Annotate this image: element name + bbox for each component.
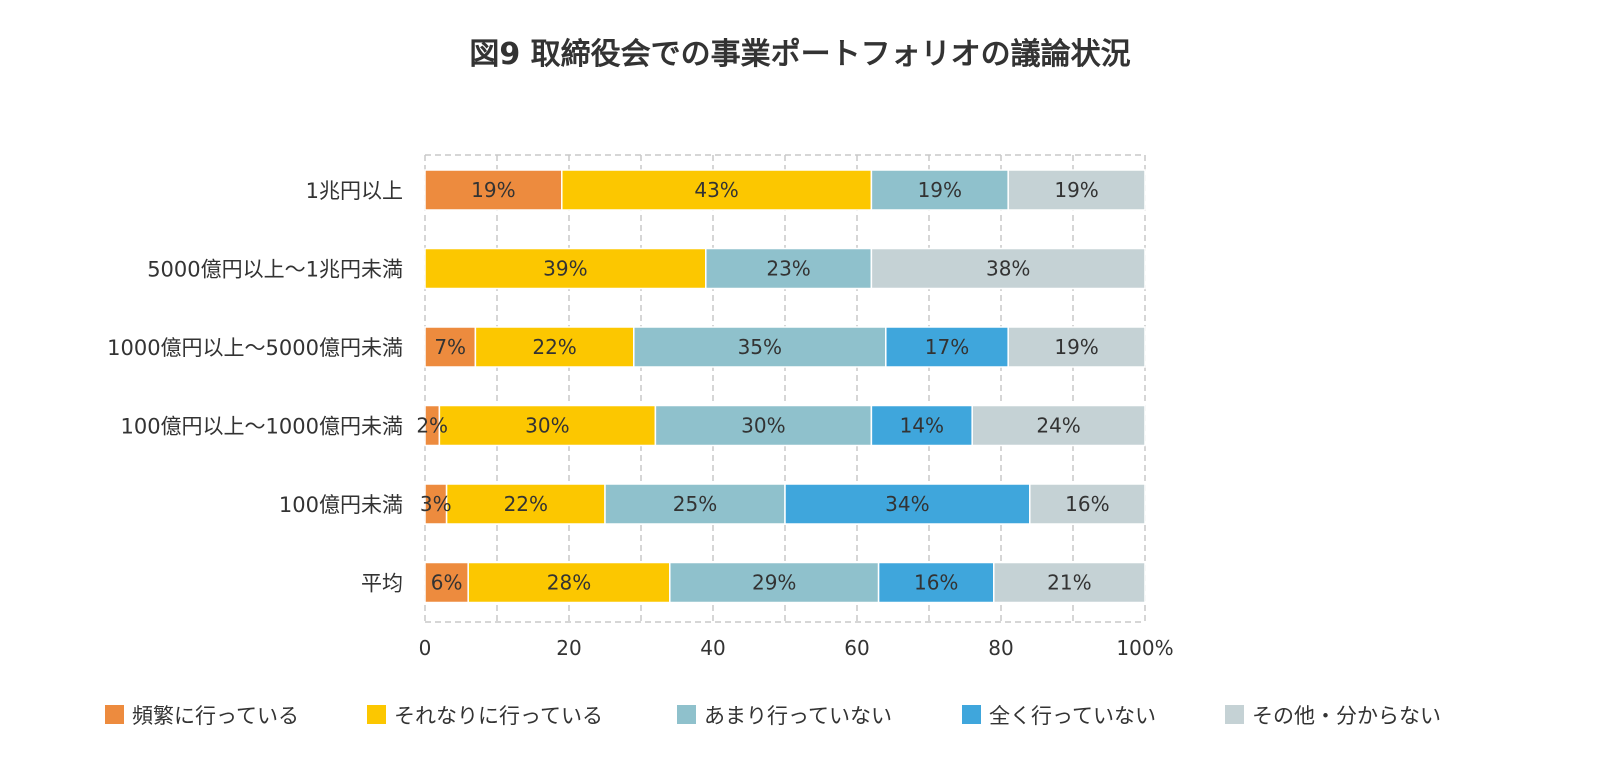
category-label: 1000億円以上～5000億円未満 [107,336,403,360]
data-label: 7% [434,335,466,359]
data-label: 23% [766,257,810,281]
data-label: 19% [1054,335,1098,359]
legend-label: 全く行っていない [989,704,1156,728]
data-label: 39% [543,257,587,281]
axis-layer: 1兆円以上 5000億円以上～1兆円未満 1000億円以上～5000億円未満 100億… [107,179,1173,660]
bar-segment [870,404,973,447]
bar-segment [467,561,671,604]
bar-segment [784,483,1031,525]
bar-segment [424,169,563,211]
data-label: 14% [900,414,944,438]
data-label: 24% [1036,414,1080,438]
legend-label: それなりに行っている [394,704,603,728]
bars-layer [424,169,1146,604]
data-label: 2% [416,414,448,438]
data-label: 22% [532,335,576,359]
chart-title: 図9 取締役会での事業ポートフォリオの議論状況 [469,37,1130,72]
data-label: 19% [1054,178,1098,202]
legend-swatch [105,705,124,724]
bar-segment [971,404,1146,447]
x-tick-label: 0 [419,636,432,660]
bar-segment [1007,169,1146,211]
data-label: 38% [986,257,1030,281]
data-label: 19% [471,178,515,202]
data-label: 19% [918,178,962,202]
labels-layer: 19% 43% 19% 19% 39% 23% 38% 7% 22% 35% 17% 19% 2% 30%… [416,178,1109,595]
data-label: 28% [547,571,591,595]
x-tick-label: 40 [700,636,725,660]
legend-swatch [677,705,696,724]
bar-segment [669,561,880,604]
x-tick-label: 20 [556,636,581,660]
data-label: 29% [752,571,796,595]
bar-segment [1007,326,1146,368]
bar-segment [705,247,873,290]
x-tick-label: 80 [988,636,1013,660]
data-label: 30% [741,414,785,438]
bar-segment [474,326,635,368]
bar-segment [445,483,606,525]
bar-segment [885,326,1009,368]
x-tick-label: 60 [844,636,869,660]
legend-swatch [1225,705,1244,724]
bar-segment [654,404,873,447]
bar-segment [424,247,707,290]
x-tick-label: 100% [1116,636,1173,660]
data-label: 16% [914,571,958,595]
category-label: 100億円未満 [279,493,403,517]
category-label: 100億円以上～1000億円未満 [120,415,403,439]
data-label: 34% [885,492,929,516]
data-label: 3% [420,492,452,516]
data-label: 35% [738,335,782,359]
legend-label: あまり行っていない [704,704,892,728]
bar-segment [870,247,1146,290]
legend: 頻繁に行っている それなりに行っている あまり行っていない 全く行っていない その他・分… [105,704,1441,728]
category-label: 平均 [361,572,403,596]
bar-segment [1029,483,1146,525]
data-label: 21% [1047,571,1091,595]
bar-segment [993,561,1146,604]
category-label: 1兆円以上 [306,179,403,203]
bar-segment [870,169,1009,211]
data-label: 6% [431,571,463,595]
category-label: 5000億円以上～1兆円未満 [147,258,403,282]
grid-layer [424,154,1146,623]
legend-label: 頻繁に行っている [132,704,299,728]
legend-swatch [962,705,981,724]
legend-label: その他・分からない [1252,704,1441,728]
legend-swatch [367,705,386,724]
data-label: 16% [1065,492,1109,516]
bar-segment [424,326,477,368]
data-label: 17% [925,335,969,359]
bar-segment [633,326,887,368]
data-label: 30% [525,414,569,438]
bar-segment [424,561,469,604]
data-label: 25% [673,492,717,516]
data-label: 22% [504,492,548,516]
bar-segment [877,561,995,604]
data-label: 43% [694,178,738,202]
